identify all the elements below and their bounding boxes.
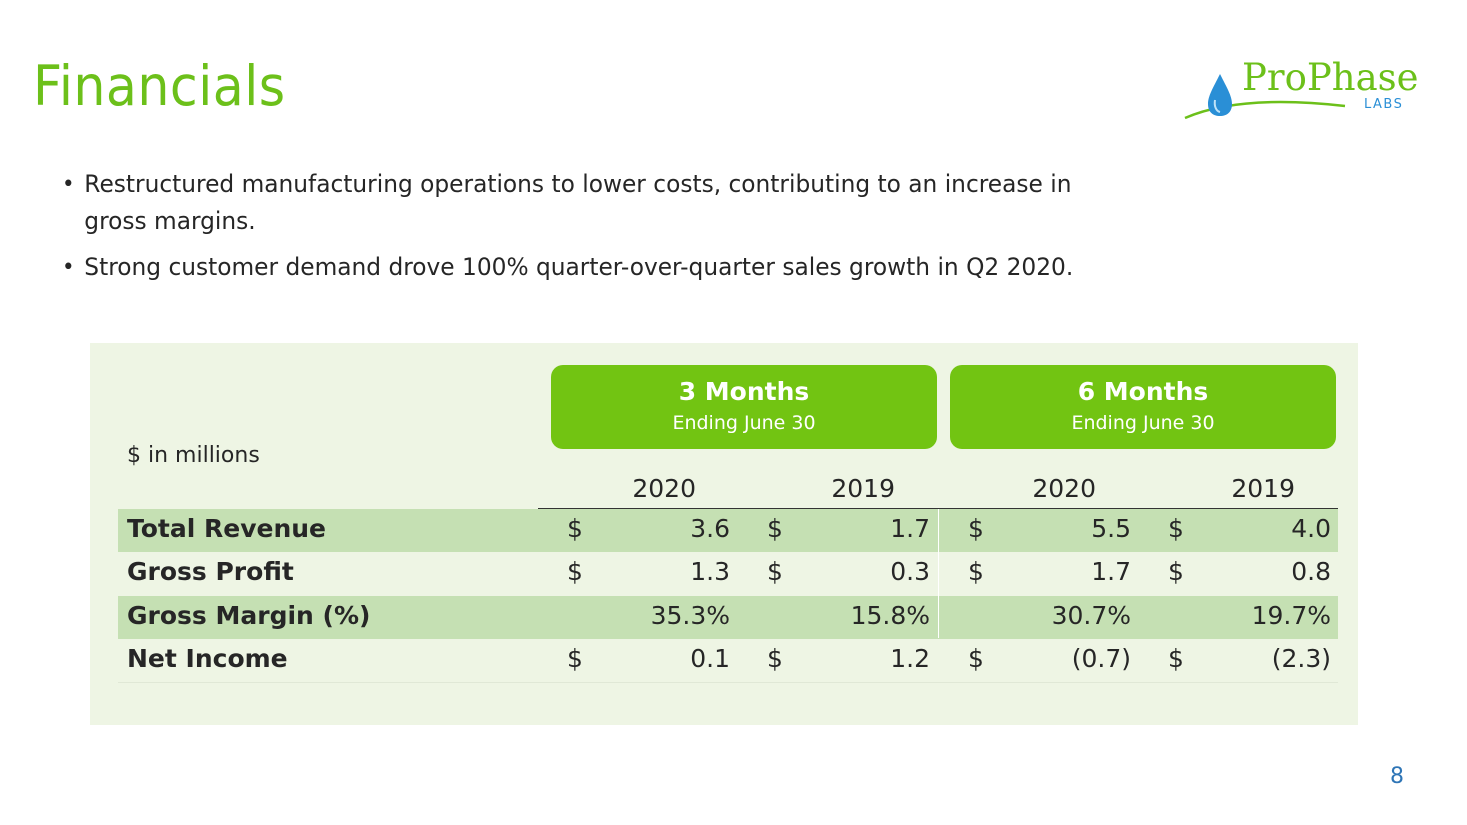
cell-value: 5.5	[1091, 514, 1131, 543]
cell-value: 0.1	[690, 644, 730, 673]
cell-value: 35.3%	[650, 601, 730, 630]
period-header-6-months: 6 Months Ending June 30	[950, 365, 1336, 449]
cell-value: 3.6	[690, 514, 730, 543]
currency-symbol: $	[968, 644, 984, 673]
cell-value: 1.2	[890, 644, 930, 673]
currency-symbol: $	[1168, 514, 1184, 543]
currency-symbol: $	[1168, 557, 1184, 586]
cell-value: 19.7%	[1251, 601, 1331, 630]
cell-value: 1.7	[890, 514, 930, 543]
logo-name: ProPhase	[1242, 56, 1419, 99]
currency-symbol: $	[567, 557, 583, 586]
cell-value: (0.7)	[1071, 644, 1131, 673]
currency-symbol: $	[968, 557, 984, 586]
header-divider	[538, 508, 1338, 509]
year-header: 2020	[1032, 474, 1096, 503]
column-separator	[938, 509, 939, 638]
cell-value: 1.3	[690, 557, 730, 586]
bullet-item: Restructured manufacturing operations to…	[62, 166, 1129, 240]
page-number: 8	[1390, 764, 1404, 789]
year-header: 2020	[632, 474, 696, 503]
currency-symbol: $	[968, 514, 984, 543]
table-bottom-border	[118, 682, 1338, 683]
row-label: Total Revenue	[127, 514, 327, 543]
row-label: Net Income	[127, 644, 288, 673]
water-drop-icon: ProPhase LABS	[1184, 56, 1419, 120]
currency-symbol: $	[767, 557, 783, 586]
period-subtitle: Ending June 30	[672, 412, 816, 434]
prophase-logo: ProPhase LABS	[1180, 56, 1420, 126]
row-label: Gross Margin (%)	[127, 601, 371, 630]
period-subtitle: Ending June 30	[1071, 412, 1215, 434]
period-title: 6 Months	[1077, 377, 1209, 406]
table-row: Gross Margin (%) 35.3% 15.8% 30.7% 19.7%	[118, 596, 1338, 639]
currency-symbol: $	[567, 514, 583, 543]
year-header: 2019	[1231, 474, 1295, 503]
cell-value: (2.3)	[1271, 644, 1331, 673]
cell-value: 4.0	[1291, 514, 1331, 543]
currency-symbol: $	[567, 644, 583, 673]
bullet-item: Strong customer demand drove 100% quarte…	[62, 249, 1129, 286]
cell-value: 1.7	[1091, 557, 1131, 586]
units-label: $ in millions	[127, 443, 260, 468]
period-title: 3 Months	[678, 377, 810, 406]
table-row: Gross Profit $1.3 $0.3 $1.7 $0.8	[118, 552, 1338, 595]
year-header: 2019	[831, 474, 895, 503]
row-label: Gross Profit	[127, 557, 294, 586]
table-row: Net Income $0.1 $1.2 $ (0.7) $ (2.3)	[118, 639, 1338, 682]
bullet-list: Restructured manufacturing operations to…	[62, 166, 1162, 295]
cell-value: 30.7%	[1051, 601, 1131, 630]
cell-value: 0.8	[1291, 557, 1331, 586]
period-header-3-months: 3 Months Ending June 30	[551, 365, 937, 449]
table-row: Total Revenue $3.6 $1.7 $5.5 $4.0	[118, 509, 1338, 552]
cell-value: 15.8%	[850, 601, 930, 630]
cell-value: 0.3	[890, 557, 930, 586]
slide-title: Financials	[33, 54, 286, 118]
logo-sub: LABS	[1364, 97, 1403, 112]
currency-symbol: $	[1168, 644, 1184, 673]
currency-symbol: $	[767, 514, 783, 543]
currency-symbol: $	[767, 644, 783, 673]
